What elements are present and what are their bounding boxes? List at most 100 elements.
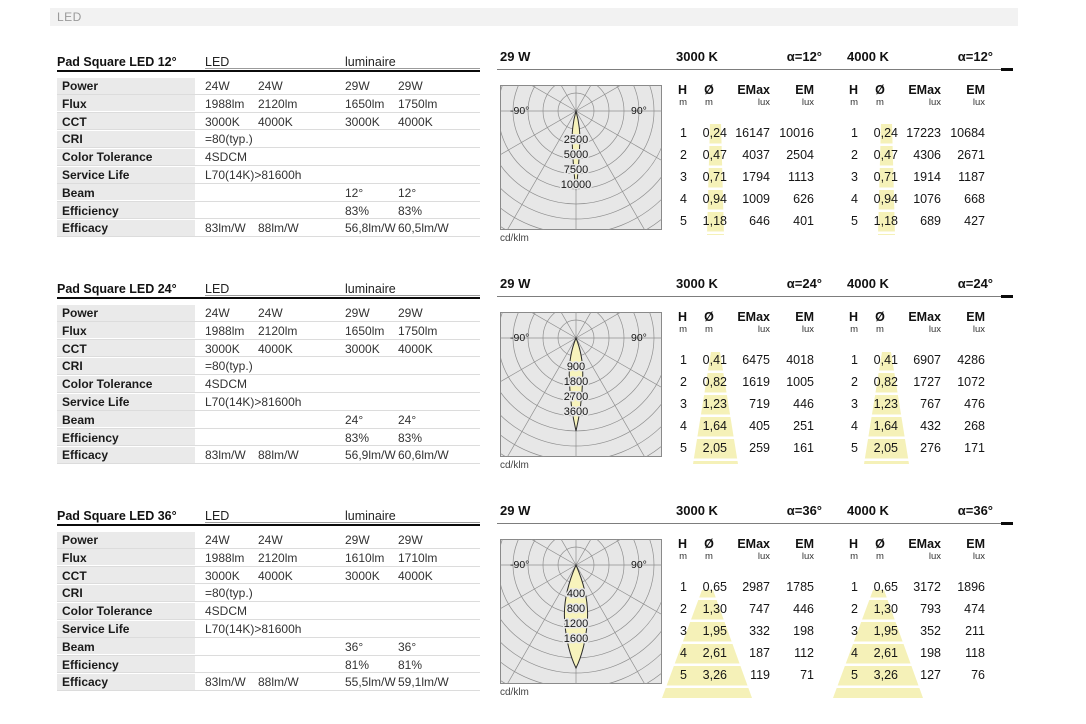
cell-em: 198: [793, 624, 814, 638]
spec-value-lum-1: 81%: [345, 657, 370, 672]
angle-label-left: -90°: [510, 559, 529, 571]
spec-value-lum-2: 1710lm: [398, 550, 438, 565]
cell-h: 5: [680, 668, 687, 682]
spec-value-lum-2: 81%: [398, 657, 423, 672]
spec-value-led-2: 88lm/W: [258, 448, 299, 463]
spec-row: Service Life L70(14K)>81600h: [57, 393, 480, 411]
spec-value-led-1: 1988lm: [205, 550, 245, 565]
cell-em: 118: [965, 646, 985, 660]
spec-row-label: Efficacy: [57, 673, 195, 690]
spec-row: Beam 36° 36°: [57, 638, 480, 656]
cell-emax: 1619: [742, 375, 770, 389]
cell-diameter: 2,61: [702, 646, 727, 660]
spec-header-underline: [205, 521, 480, 523]
photometry-row: 3 1,23 767 476: [847, 397, 993, 419]
spec-row-label: CCT: [57, 113, 195, 130]
spec-row: Service Life L70(14K)>81600h: [57, 620, 480, 638]
spec-value-lum-1: 24°: [345, 412, 364, 427]
cell-diameter: 1,95: [702, 624, 727, 638]
angle-label-right: 90°: [631, 559, 647, 571]
photometry-table: 1 0,65 3172 1896 2 1,30 793 474 3: [847, 580, 993, 690]
photometry-table: 1 0,24 17223 10684 2 0,47 4306 2671 3: [847, 126, 993, 236]
section-rule: [497, 523, 1013, 524]
spec-row-label: Efficiency: [57, 429, 195, 446]
cell-h: 4: [851, 419, 858, 433]
cell-diameter: 3,26: [702, 668, 727, 682]
photometry-row: 5 3,26 119 71: [676, 668, 822, 690]
cell-h: 5: [851, 668, 858, 682]
cell-emax: 767: [920, 397, 941, 411]
spec-row: Color Tolerance 4SDCM: [57, 602, 480, 620]
spec-col-header-luminaire: luminaire: [345, 282, 396, 296]
cell-h: 1: [680, 126, 687, 140]
column-unit-m: m: [876, 324, 884, 335]
spec-row: Efficacy 83lm/W 88lm/W 56,8lm/W 60,5lm/W: [57, 219, 480, 238]
spec-row-label: Efficiency: [57, 202, 195, 219]
photometry-row: 5 1,18 689 427: [847, 214, 993, 236]
cell-h: 5: [851, 214, 858, 228]
photometry-row: 1 0,24 16147 10016: [676, 126, 822, 148]
cell-h: 1: [851, 353, 858, 367]
photometry-group-3000k: 3000 K α=24° H Ø EMax EM m m lux lux 1 0…: [676, 273, 822, 485]
photometry-row: 5 2,05 276 171: [847, 441, 993, 463]
spec-row: Flux 1988lm 2120lm 1650lm 1750lm: [57, 322, 480, 340]
cell-diameter: 1,23: [873, 397, 898, 411]
cell-em: 211: [965, 624, 985, 638]
ring-label: 900: [567, 361, 585, 373]
ring-label: 1200: [564, 618, 588, 630]
spec-value-lum-1: 56,8lm/W: [345, 221, 396, 236]
cell-emax: 1914: [913, 170, 941, 184]
cell-em: 2671: [957, 148, 985, 162]
cell-h: 5: [680, 214, 687, 228]
cell-diameter: 2,05: [702, 441, 727, 455]
spec-row-label: CCT: [57, 340, 195, 357]
column-header-emax: EMax: [737, 537, 770, 551]
photometry-group-4000k: 4000 K α=24° H Ø EMax EM m m lux lux 1 0…: [847, 273, 993, 485]
cell-h: 3: [680, 624, 687, 638]
photometry-group-4000k: 4000 K α=36° H Ø EMax EM m m lux lux 1 0…: [833, 500, 993, 712]
spec-value-led-2: 4000K: [258, 341, 293, 356]
spec-value-lum-1: 29W: [345, 79, 370, 93]
spec-value-led-1: 3000K: [205, 341, 240, 356]
spec-value-lum-1: 36°: [345, 639, 364, 654]
spec-value-led-2: 4000K: [258, 568, 293, 583]
ring-label: 2700: [564, 391, 588, 403]
cell-em: 268: [964, 419, 985, 433]
spec-col-header-led: LED: [205, 509, 230, 523]
cell-emax: 646: [749, 214, 770, 228]
photometry-table: 1 0,65 2987 1785 2 1,30 747 446 3: [676, 580, 822, 690]
section-rule: [497, 69, 1013, 70]
spec-value-led-1: 3000K: [205, 114, 240, 129]
cell-h: 4: [851, 192, 858, 206]
spec-row: Power 24W 24W 29W 29W: [57, 304, 480, 322]
unit-label: cd/klm: [500, 460, 529, 471]
spec-value-led-1: L70(14K)>81600h: [205, 394, 302, 409]
cell-em: 71: [800, 668, 814, 682]
cell-em: 4286: [957, 353, 985, 367]
cell-emax: 127: [920, 668, 941, 682]
spec-row: CCT 3000K 4000K 3000K 4000K: [57, 113, 480, 131]
ring-label: 1600: [564, 633, 588, 645]
power-rating: 29 W: [500, 49, 531, 64]
cell-em: 1785: [786, 580, 814, 594]
beam-shape: [571, 109, 581, 191]
spec-value-led-1: 4SDCM: [205, 604, 248, 619]
beam-angle-header: α=12°: [957, 49, 993, 64]
cell-diameter: 0,41: [702, 353, 727, 367]
angle-label-right: 90°: [631, 332, 647, 344]
column-header-em: EM: [795, 310, 814, 324]
cell-emax: 17223: [906, 126, 941, 140]
section-rule-end-cap: [1001, 68, 1013, 71]
spec-value-lum-1: 83%: [345, 430, 370, 445]
cell-diameter: 1,64: [873, 419, 898, 433]
cct-header: 4000 K: [847, 49, 889, 64]
cell-h: 2: [680, 602, 687, 616]
cell-diameter: 1,30: [702, 602, 727, 616]
spec-value-led-1: 4SDCM: [205, 150, 248, 165]
cell-em: 1072: [957, 375, 985, 389]
spec-value-led-1: 24W: [205, 79, 230, 93]
spec-value-lum-1: 29W: [345, 533, 370, 547]
spec-value-lum-2: 1750lm: [398, 96, 438, 111]
spec-header-rule: [57, 296, 480, 299]
section-rule: [497, 296, 1013, 297]
